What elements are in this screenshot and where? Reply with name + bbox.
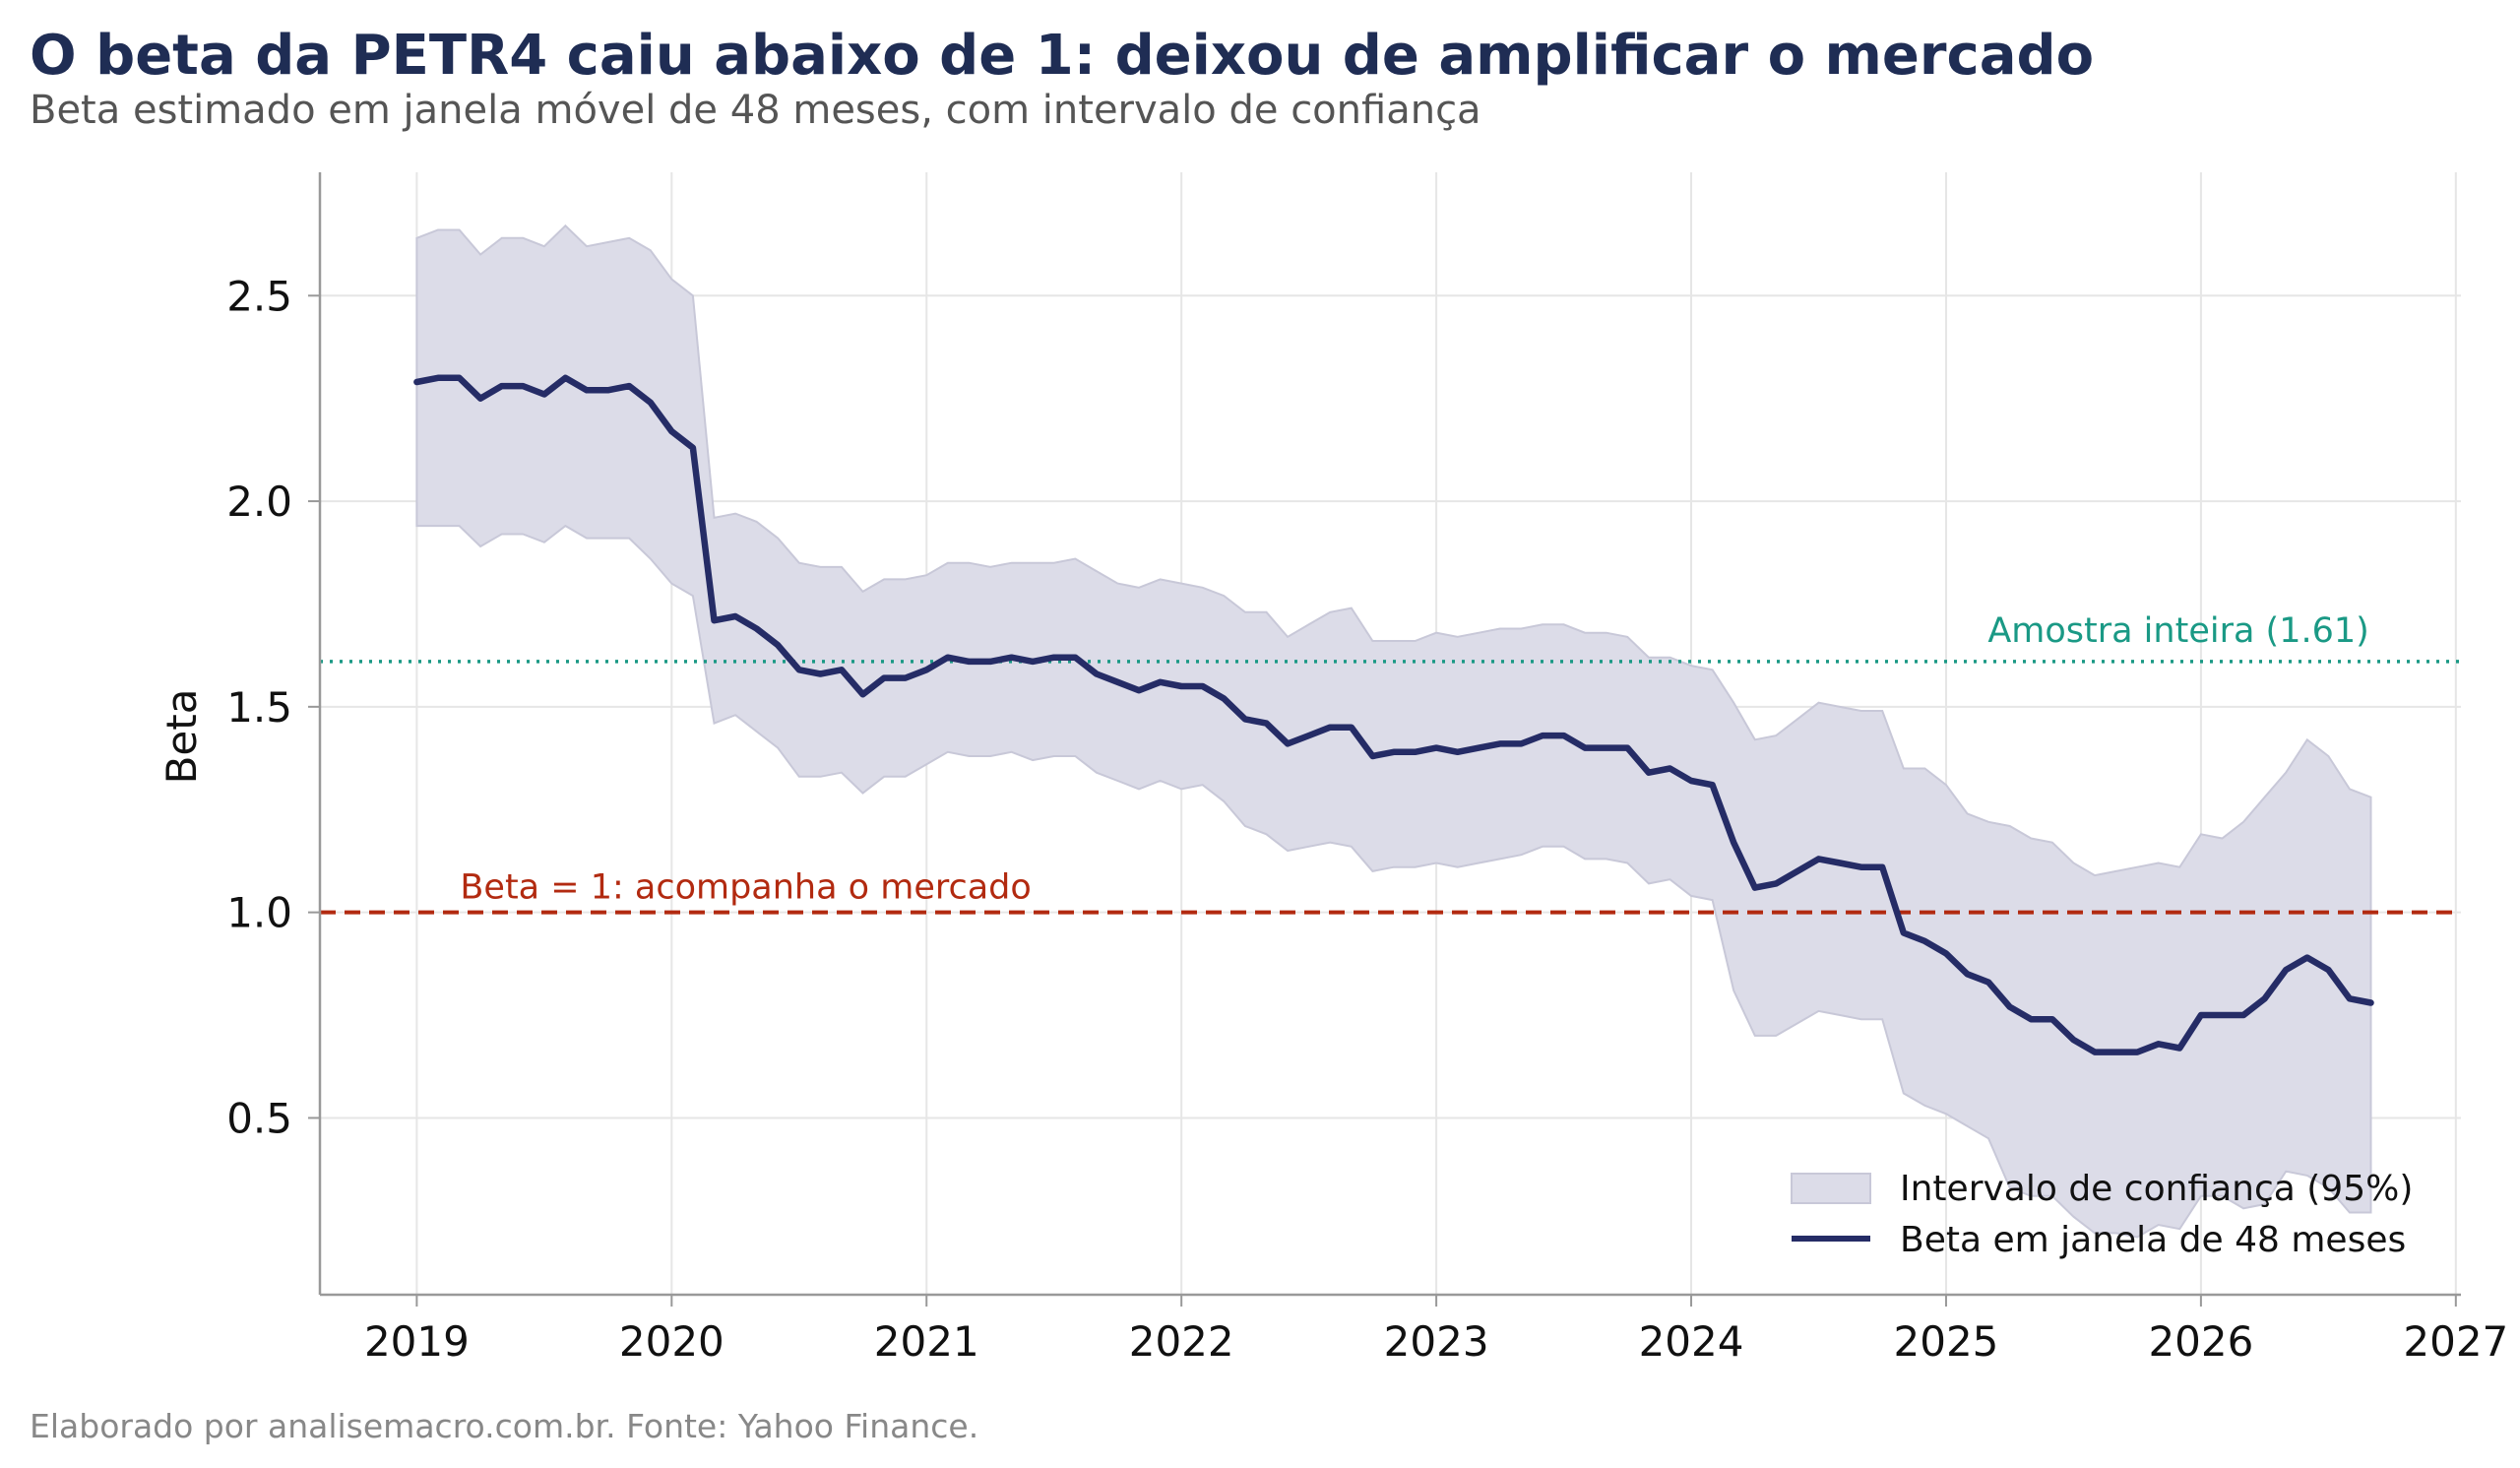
legend: Intervalo de confiança (95%) Beta em jan…: [1791, 1169, 2413, 1260]
reference-label-full-sample: Amostra inteira (1.61): [1987, 611, 2368, 651]
x-tick-label: 2020: [619, 1317, 724, 1366]
reference-label-beta-one: Beta = 1: acompanha o mercado: [460, 868, 1031, 908]
confidence-band: [415, 223, 2372, 1239]
x-tick-label: 2023: [1384, 1317, 1489, 1366]
x-tick-label: 2026: [2148, 1317, 2253, 1366]
source-caption: Elaborado por analisemacro.com.br. Fonte…: [30, 1407, 978, 1445]
tick-labels: 2019 2020 2021 2022 2023 2024 2025 2026 2027 0.5 1…: [226, 272, 2508, 1366]
x-tick-label: 2022: [1129, 1317, 1234, 1366]
confidence-band-layer: [415, 223, 2372, 1239]
x-tick-label: 2025: [1894, 1317, 1999, 1366]
legend-label-line: Beta em janela de 48 meses: [1900, 1220, 2406, 1260]
y-tick-label: 1.0: [226, 889, 292, 937]
y-tick-label: 1.5: [226, 683, 292, 732]
legend-label-band: Intervalo de confiança (95%): [1900, 1169, 2413, 1209]
beta-line: [413, 374, 2374, 1055]
y-tick-label: 0.5: [226, 1094, 292, 1142]
x-tick-label: 2027: [2403, 1317, 2508, 1366]
x-tick-label: 2024: [1639, 1317, 1744, 1366]
chart-subtitle: Beta estimado em janela móvel de 48 mese…: [30, 88, 1481, 133]
reference-lines: Beta = 1: acompanha o mercado Amostra int…: [320, 611, 2461, 915]
y-tick-label: 2.5: [226, 272, 292, 320]
y-tick-label: 2.0: [226, 478, 292, 526]
x-tick-label: 2019: [364, 1317, 470, 1366]
beta-line-layer: [413, 374, 2374, 1055]
chart-title: O beta da PETR4 caiu abaixo de 1: deixou…: [30, 24, 2094, 88]
legend-swatch-band: [1791, 1173, 1871, 1204]
axes: [308, 172, 2461, 1307]
y-axis-label: Beta: [158, 689, 206, 785]
x-tick-label: 2021: [874, 1317, 979, 1366]
